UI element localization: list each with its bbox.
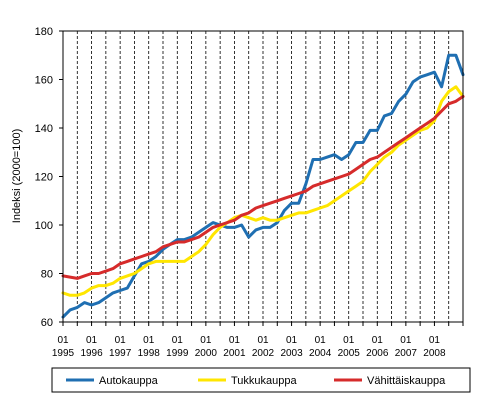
x-tick-label-month: 01: [86, 335, 98, 346]
y-tick-label: 100: [35, 220, 53, 232]
legend-box: [51, 367, 471, 393]
series-lines: [61, 53, 465, 319]
x-tick-label-month: 01: [200, 335, 212, 346]
x-axis: 01 1995 01 1996 01 1997 01 1998 01 1999 01 2000 01 20…: [52, 322, 464, 359]
y-axis-label: Indeksi (2000=100): [11, 129, 23, 223]
x-tick-label-month: 01: [315, 335, 327, 346]
x-tick-label-year: 2008: [423, 348, 446, 359]
y-tick-label: 160: [35, 75, 53, 87]
series-line-autokauppa: [61, 53, 465, 319]
gridlines: [76, 31, 450, 322]
legend-label: Vähittäiskauppa: [367, 375, 446, 387]
x-tick-label-month: 01: [172, 335, 184, 346]
y-tick-label: 60: [41, 317, 53, 329]
legend-label: Tukkukauppa: [231, 375, 298, 387]
x-tick-label-month: 01: [143, 335, 155, 346]
x-tick-label-year: 1997: [109, 348, 132, 359]
series-line-tukkukauppa: [61, 85, 465, 297]
x-tick-label-year: 1996: [80, 348, 103, 359]
x-tick-label-month: 01: [343, 335, 355, 346]
x-tick-label-year: 2002: [252, 348, 275, 359]
x-tick-label-year: 2001: [223, 348, 246, 359]
series-line-vähittäiskauppa: [61, 95, 465, 280]
x-tick-label-year: 1998: [138, 348, 161, 359]
legend-label: Autokauppa: [99, 375, 159, 387]
y-axis: 60 80 100 120 140 160 180: [35, 26, 63, 329]
y-tick-label: 140: [35, 123, 53, 135]
y-tick-label: 120: [35, 172, 53, 184]
x-tick-label-year: 2007: [395, 348, 418, 359]
y-tick-label: 80: [41, 269, 53, 281]
x-tick-label-year: 2000: [195, 348, 218, 359]
x-tick-label-month: 01: [257, 335, 269, 346]
x-tick-label-year: 2006: [366, 348, 389, 359]
x-tick-label-month: 01: [115, 335, 127, 346]
x-tick-label-month: 01: [57, 335, 69, 346]
y-tick-label: 180: [35, 26, 53, 38]
x-tick-label-year: 2005: [338, 348, 361, 359]
x-tick-label-month: 01: [229, 335, 241, 346]
x-tick-label-month: 01: [429, 335, 441, 346]
x-tick-label-month: 01: [286, 335, 298, 346]
x-tick-label-year: 1995: [52, 348, 75, 359]
x-tick-label-year: 2003: [280, 348, 303, 359]
x-tick-label-year: 1999: [166, 348, 189, 359]
x-tick-label-month: 01: [400, 335, 412, 346]
legend: Autokauppa Tukkukauppa Vähittäiskauppa: [51, 367, 471, 393]
x-tick-label-month: 01: [372, 335, 384, 346]
x-tick-label-year: 2004: [309, 348, 332, 359]
